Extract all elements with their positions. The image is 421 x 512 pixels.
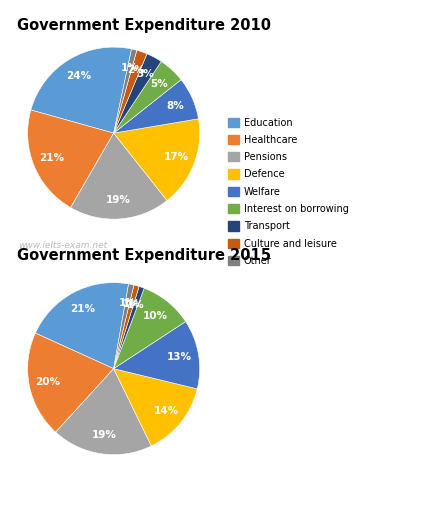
Text: 21%: 21% <box>70 304 95 314</box>
Text: 21%: 21% <box>39 154 64 163</box>
Text: 13%: 13% <box>167 352 192 362</box>
Text: 17%: 17% <box>164 152 189 162</box>
Text: 1%: 1% <box>127 300 144 310</box>
Wedge shape <box>114 50 147 133</box>
Text: 3%: 3% <box>136 69 154 79</box>
Text: 10%: 10% <box>143 311 168 322</box>
Text: 2%: 2% <box>127 65 144 75</box>
Wedge shape <box>28 333 114 432</box>
Text: 24%: 24% <box>67 71 91 81</box>
Wedge shape <box>114 322 200 389</box>
Wedge shape <box>114 80 198 133</box>
Wedge shape <box>31 47 131 133</box>
Wedge shape <box>28 110 114 207</box>
Wedge shape <box>71 133 167 219</box>
Text: 19%: 19% <box>106 195 131 205</box>
Text: 5%: 5% <box>150 79 168 89</box>
Wedge shape <box>114 54 161 133</box>
Wedge shape <box>114 369 197 446</box>
Wedge shape <box>114 284 134 369</box>
Text: 20%: 20% <box>35 377 61 387</box>
Wedge shape <box>114 288 186 369</box>
Text: 1%: 1% <box>119 298 136 308</box>
Text: www.ielts-exam.net: www.ielts-exam.net <box>19 241 108 250</box>
Text: Government Expenditure 2015: Government Expenditure 2015 <box>17 248 271 263</box>
Wedge shape <box>56 369 152 455</box>
Wedge shape <box>114 287 144 369</box>
Legend: Education, Healthcare, Pensions, Defence, Welfare, Interest on borrowing, Transp: Education, Healthcare, Pensions, Defence… <box>228 117 349 266</box>
Text: 14%: 14% <box>153 406 179 416</box>
Text: 8%: 8% <box>166 101 184 111</box>
Text: Government Expenditure 2010: Government Expenditure 2010 <box>17 18 271 33</box>
Wedge shape <box>114 285 139 369</box>
Wedge shape <box>114 119 200 201</box>
Wedge shape <box>35 283 128 369</box>
Wedge shape <box>114 49 137 133</box>
Text: 19%: 19% <box>92 430 117 440</box>
Text: 1%: 1% <box>123 299 140 309</box>
Text: 1%: 1% <box>121 63 139 73</box>
Wedge shape <box>114 61 181 133</box>
